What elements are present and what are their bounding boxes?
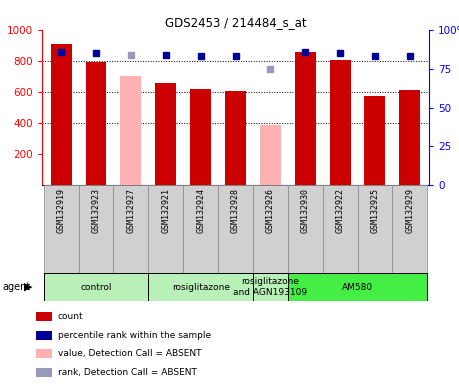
Bar	[323, 185, 358, 273]
Bar	[148, 273, 253, 301]
Text: GSM132921: GSM132921	[161, 188, 170, 233]
Text: GSM132923: GSM132923	[91, 188, 101, 233]
Text: percentile rank within the sample: percentile rank within the sample	[58, 331, 211, 339]
Bar	[364, 96, 386, 185]
Bar	[399, 91, 420, 185]
Bar	[358, 185, 392, 273]
Bar	[330, 60, 351, 185]
Bar	[190, 89, 211, 185]
Text: count: count	[58, 312, 84, 321]
Bar	[36, 349, 52, 358]
Bar	[253, 185, 288, 273]
Text: GSM132919: GSM132919	[56, 188, 66, 233]
Bar	[36, 368, 52, 377]
Bar	[44, 273, 148, 301]
Bar	[148, 185, 183, 273]
Text: rosiglitazone: rosiglitazone	[172, 283, 230, 291]
Text: rosiglitazone
and AGN193109: rosiglitazone and AGN193109	[233, 277, 308, 297]
Bar	[218, 185, 253, 273]
Text: ▶: ▶	[24, 282, 33, 292]
Bar	[253, 273, 288, 301]
Bar	[295, 52, 316, 185]
Text: GSM132924: GSM132924	[196, 188, 205, 233]
Bar	[288, 185, 323, 273]
Text: AM580: AM580	[342, 283, 373, 291]
Bar	[44, 185, 78, 273]
Bar	[155, 83, 176, 185]
Bar	[78, 185, 113, 273]
Bar	[260, 125, 281, 185]
Text: GSM132930: GSM132930	[301, 188, 310, 233]
Text: value, Detection Call = ABSENT: value, Detection Call = ABSENT	[58, 349, 202, 358]
Title: GDS2453 / 214484_s_at: GDS2453 / 214484_s_at	[165, 16, 306, 29]
Bar	[50, 44, 72, 185]
Text: GSM132922: GSM132922	[336, 188, 345, 233]
Bar	[36, 312, 52, 321]
Text: rank, Detection Call = ABSENT: rank, Detection Call = ABSENT	[58, 368, 196, 377]
Bar	[120, 76, 141, 185]
Bar	[113, 185, 148, 273]
Bar	[392, 185, 427, 273]
Bar	[36, 331, 52, 339]
Bar	[225, 91, 246, 185]
Bar	[183, 185, 218, 273]
Text: control: control	[80, 283, 112, 291]
Text: GSM132925: GSM132925	[370, 188, 380, 233]
Text: GSM132927: GSM132927	[126, 188, 135, 233]
Text: agent: agent	[2, 282, 31, 292]
Text: GSM132928: GSM132928	[231, 188, 240, 233]
Bar	[85, 62, 106, 185]
Text: GSM132929: GSM132929	[405, 188, 414, 233]
Bar	[288, 273, 427, 301]
Text: GSM132926: GSM132926	[266, 188, 275, 233]
